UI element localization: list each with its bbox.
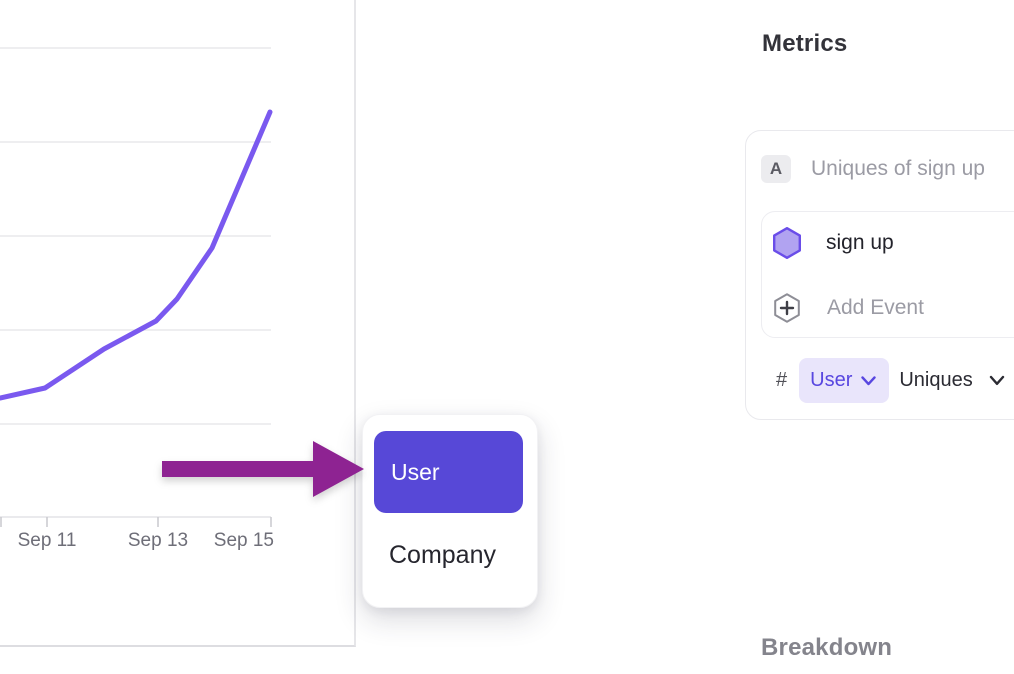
add-event-label: Add Event [827, 296, 924, 319]
metric-type-hash-icon: # [776, 369, 788, 391]
metric-label-row[interactable]: A Uniques of sign up [761, 154, 985, 184]
metrics-section-title: Metrics [762, 30, 848, 57]
trend-chart: Sep 11 Sep 13 Sep 15 [0, 47, 274, 551]
metrics-panel: Metrics + A Uniques of sign up sign up A… [356, 0, 1014, 661]
add-event-button[interactable]: Add Event [774, 292, 924, 324]
metric-letter-badge: A [761, 155, 791, 183]
chevron-down-icon [861, 375, 877, 385]
add-event-hexagon-plus-icon [774, 293, 800, 323]
trend-line [0, 109, 273, 401]
chevron-down-icon [989, 375, 1004, 385]
entity-selector-dropdown[interactable]: User [799, 358, 890, 403]
aggregation-selector-value: Uniques [899, 369, 973, 391]
metric-label: Uniques of sign up [811, 157, 985, 180]
entity-selector-value: User [810, 369, 853, 391]
entity-dropdown-menu: User Company [362, 414, 538, 608]
dropdown-option-label: User [391, 458, 440, 485]
event-name: sign up [826, 231, 894, 254]
dropdown-option-user[interactable]: User [374, 431, 523, 513]
event-hexagon-icon [773, 227, 801, 259]
aggregation-selector-dropdown[interactable]: Uniques [899, 369, 1004, 392]
x-axis-label: Sep 13 [128, 530, 188, 551]
metric-formula-row: # User Uniques [776, 358, 1005, 403]
dropdown-option-label: Company [389, 540, 496, 569]
dropdown-option-company[interactable]: Company [389, 525, 496, 585]
event-card [761, 211, 1014, 338]
x-axis-label: Sep 11 [18, 530, 77, 551]
event-row-sign-up[interactable]: sign up [773, 226, 894, 260]
breakdown-section-title: Breakdown [761, 634, 893, 661]
chart-panel: Sep 11 Sep 13 Sep 15 [0, 0, 356, 647]
x-axis-label: Sep 15 [214, 530, 274, 551]
